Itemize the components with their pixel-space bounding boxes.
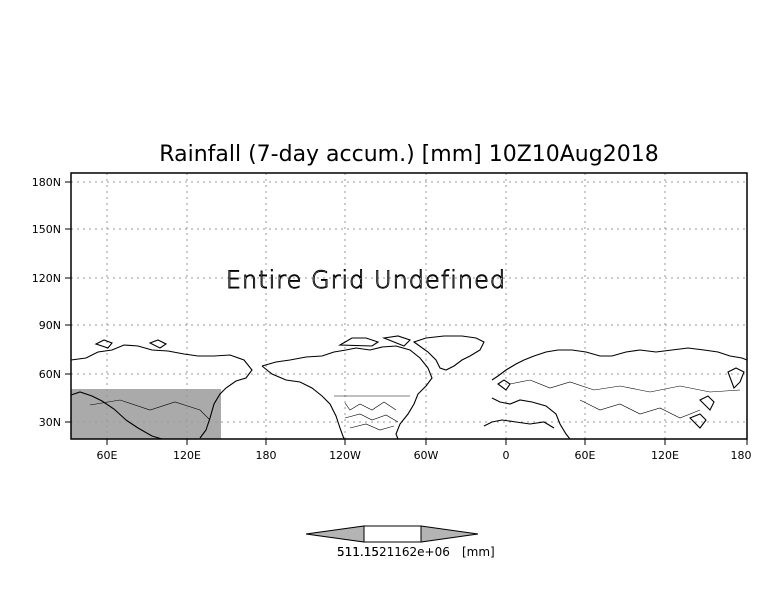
color-legend: 511.1521162e+06 511.15 [mm] xyxy=(305,525,495,559)
lon-tick-label: 180 xyxy=(731,449,752,462)
legend-left-triangle xyxy=(305,525,365,543)
shaded-region xyxy=(71,389,221,439)
lon-tick-label: 60W xyxy=(414,449,439,462)
latitude-axis: 180N 150N 120N 90N 60N 30N xyxy=(32,176,71,429)
lon-tick-label: 120E xyxy=(651,449,679,462)
longitude-axis: 60E 120E 180 120W 60W 0 60E 120E 180 xyxy=(97,439,752,462)
legend-right-triangle xyxy=(420,525,479,543)
lat-tick-label: 120N xyxy=(32,272,61,285)
legend-label: 511.1521162e+06 xyxy=(337,545,450,559)
lon-tick-label: 0 xyxy=(503,449,510,462)
undefined-grid-message: Entire Grid Undefined xyxy=(226,266,506,294)
gridlines xyxy=(71,173,747,439)
chart-title: Rainfall (7-day accum.) [mm] 10Z10Aug201… xyxy=(159,142,658,167)
lat-tick-label: 60N xyxy=(39,368,61,381)
legend-unit: [mm] xyxy=(462,545,495,559)
lat-tick-label: 30N xyxy=(39,416,61,429)
lon-tick-label: 120W xyxy=(329,449,361,462)
legend-center-box xyxy=(363,525,422,543)
plot-frame xyxy=(70,172,748,440)
lon-tick-label: 120E xyxy=(173,449,201,462)
lat-tick-label: 180N xyxy=(32,176,61,189)
lon-tick-label: 180 xyxy=(256,449,277,462)
coastlines xyxy=(70,335,748,440)
lat-tick-label: 90N xyxy=(39,319,61,332)
lon-tick-label: 60E xyxy=(575,449,596,462)
legend-label-overprint: 511.15 xyxy=(337,545,379,559)
lon-tick-label: 60E xyxy=(97,449,118,462)
lat-tick-label: 150N xyxy=(32,223,61,236)
